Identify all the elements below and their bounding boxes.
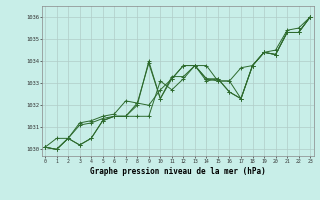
X-axis label: Graphe pression niveau de la mer (hPa): Graphe pression niveau de la mer (hPa): [90, 167, 266, 176]
